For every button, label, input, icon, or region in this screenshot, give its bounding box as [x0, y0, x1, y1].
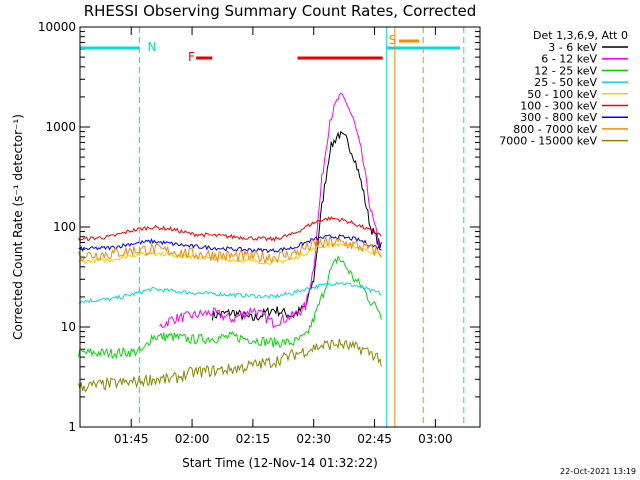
series-layer [78, 92, 382, 393]
flare-label: F [188, 50, 195, 64]
legend-label: 12 - 25 keV [534, 64, 597, 77]
y-tick-label: 1 [68, 420, 76, 434]
legend-label: 300 - 800 keV [520, 111, 597, 124]
legend-label: 7000 - 15000 keV [499, 135, 597, 148]
legend-label: 800 - 7000 keV [513, 123, 597, 136]
series-line [78, 255, 382, 360]
x-tick-label: 03:00 [418, 432, 453, 446]
x-axis-label: Start Time (12-Nov-14 01:32:22) [182, 456, 378, 470]
y-tick-label: 1000 [45, 120, 76, 134]
legend-label: 25 - 50 keV [534, 76, 597, 89]
x-tick-label: 02:30 [296, 432, 331, 446]
series-line [78, 241, 382, 265]
series-line [78, 281, 382, 304]
y-axis-label: Corrected Count Rate (s⁻¹ detector⁻¹) [11, 114, 25, 340]
saa-label: S [389, 33, 397, 47]
series-line [211, 130, 382, 322]
y-tick-label: 100 [53, 220, 76, 234]
flags-layer: N F S [80, 27, 465, 427]
series-line [159, 92, 382, 329]
x-tick-label: 02:00 [175, 432, 210, 446]
legend-label: 3 - 6 keV [548, 41, 597, 54]
plot-frame [79, 26, 481, 428]
series-line [78, 234, 382, 254]
series-line [78, 338, 382, 393]
chart-title: RHESSI Observing Summary Count Rates, Co… [84, 2, 477, 20]
series-line [78, 215, 382, 242]
legend-label: 100 - 300 keV [520, 100, 597, 113]
legend-label: 50 - 100 keV [527, 88, 597, 101]
x-tick-label: 02:15 [236, 432, 271, 446]
night-label: N [147, 40, 156, 54]
legend-title: Det 1,3,6,9, Att 0 [533, 29, 628, 42]
legend-label: 6 - 12 keV [541, 53, 597, 66]
y-tick-label: 10 [61, 320, 76, 334]
x-tick-label: 01:45 [114, 432, 149, 446]
footer-timestamp: 22-Oct-2021 13:19 [560, 467, 636, 476]
series-line [78, 235, 382, 265]
axes-layer: 01:45 02:00 02:15 02:30 02:45 03:00 1 10 100 1000… [38, 20, 480, 446]
x-tick-label: 02:45 [357, 432, 392, 446]
y-tick-label: 10000 [38, 20, 76, 34]
